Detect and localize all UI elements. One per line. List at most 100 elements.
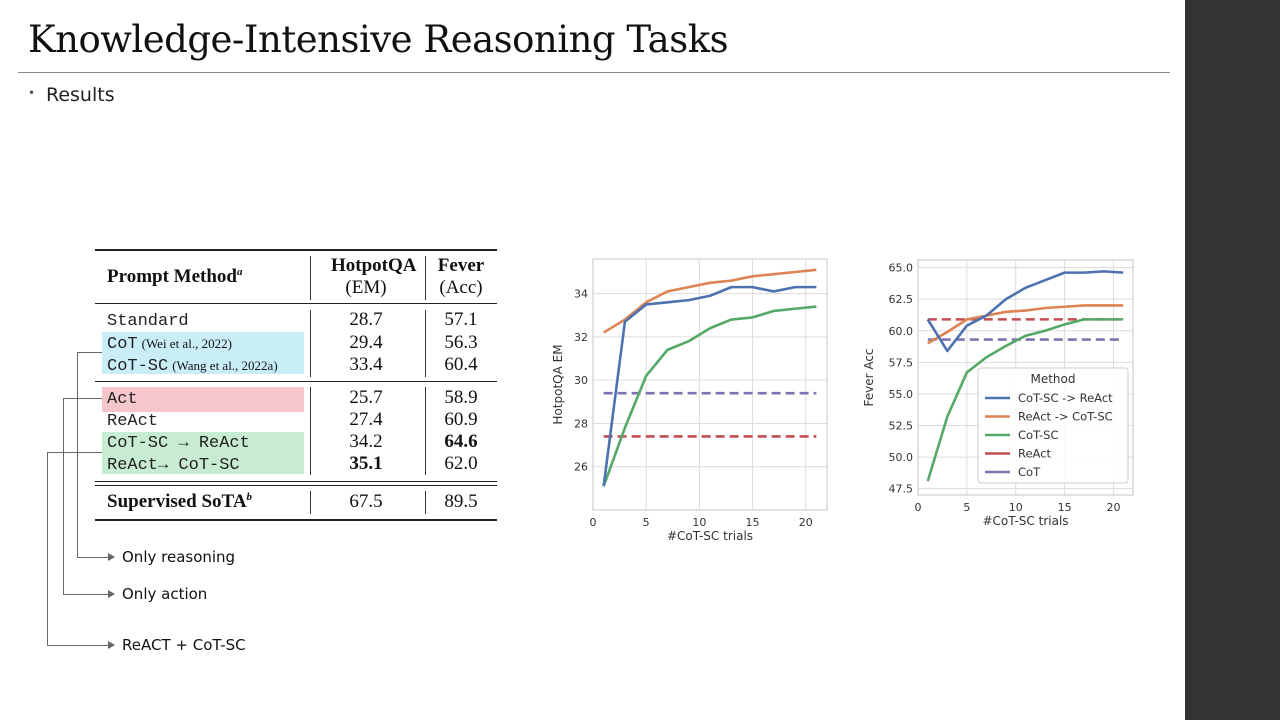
highlight-combined [102, 432, 304, 474]
method-name: Act [107, 390, 138, 409]
y-tick-label: 65.0 [889, 262, 914, 275]
plot-frame [592, 258, 828, 511]
connector-line [47, 452, 102, 453]
chart-2: 0 5 10 15 20 47.5 50.0 52.5 55.0 57.5 60.0 62.5 65.0… [862, 259, 1134, 528]
connector-line [63, 398, 102, 399]
legend-entry: ReAct [1018, 447, 1052, 461]
y-tick-label: 50.0 [889, 451, 914, 464]
x-tick-label: 15 [1058, 501, 1072, 514]
y-tick-label: 30 [574, 374, 588, 387]
chart-1: 0 5 10 15 20 26 28 30 32 34 #CoT-SC trials HotpotQA… [551, 258, 828, 543]
row-method: Act [107, 387, 138, 409]
header-hotpotqa: HotpotQA [331, 255, 417, 276]
connector-line [47, 452, 48, 645]
note-only-action: Only action [122, 585, 208, 603]
x-tick-label: 5 [643, 516, 650, 529]
row-method: CoT (Wei et al., 2022) [107, 332, 232, 354]
y-tick-label: 32 [574, 331, 588, 344]
x-tick-label: 15 [746, 516, 760, 529]
header-prompt-method: Prompt Methoda [107, 265, 243, 288]
method-citation: (Wei et al., 2022) [141, 336, 232, 351]
col-divider [425, 491, 426, 514]
method-name: CoT-SC [107, 357, 169, 376]
x-tick-label: 0 [915, 501, 922, 514]
bullet-results: Results [46, 84, 115, 106]
y-tick-label: 34 [574, 288, 588, 301]
series-line-cotsc-react [602, 285, 817, 487]
y-tick-label: 26 [574, 461, 588, 474]
method-name: Standard [107, 312, 189, 331]
x-axis-label: #CoT-SC trials [667, 529, 753, 543]
table-double-rule-1 [95, 481, 497, 482]
cell-fever: 57.1 [444, 309, 478, 330]
series-line-cotsc [602, 305, 817, 487]
method-name: CoT [107, 335, 138, 354]
header-fever: Fever [437, 255, 485, 276]
cell-fever: 60.4 [444, 354, 478, 375]
connector-line [77, 352, 78, 557]
cell-hotpotqa: 27.4 [349, 409, 383, 430]
x-tick-label: 20 [1106, 501, 1120, 514]
x-tick-label: 20 [799, 516, 813, 529]
cell-fever: 64.6 [444, 431, 478, 452]
row-method: CoT-SC (Wang et al., 2022a) [107, 354, 278, 376]
method-name: CoT-SC → ReAct [107, 434, 250, 453]
series-line-react-cot-sc [927, 304, 1124, 345]
y-tick-label: 55.0 [889, 388, 914, 401]
table-top-rule [95, 249, 497, 251]
header-fever-metric: (Acc) [439, 277, 483, 298]
legend-entry: CoT [1018, 465, 1041, 479]
cell-fever: 89.5 [444, 491, 478, 512]
highlight-reasoning [102, 332, 304, 374]
connector-line [77, 557, 109, 558]
side-panel [1185, 0, 1280, 720]
legend-entry: CoT-SC [1018, 428, 1059, 442]
y-tick-label: 57.5 [889, 356, 914, 369]
table-header-rule [95, 303, 497, 304]
arrow-right-icon [108, 641, 115, 649]
row-method: ReAct→ CoT-SC [107, 453, 240, 475]
title-divider [18, 72, 1170, 73]
series-line-cot-sc-react [926, 270, 1124, 353]
row-supervised-sota: Supervised SoTAb [107, 490, 253, 513]
y-tick-label: 52.5 [889, 420, 914, 433]
connector-line [63, 594, 109, 595]
table-double-rule-2 [95, 485, 497, 486]
cell-fever: 60.9 [444, 409, 478, 430]
legend-entry: ReAct -> CoT-SC [1018, 410, 1113, 424]
y-tick-label: 60.0 [889, 325, 914, 338]
x-tick-label: 10 [692, 516, 706, 529]
method-citation: (Wang et al., 2022a) [172, 358, 278, 373]
col-divider [310, 387, 311, 475]
col-divider [310, 256, 311, 300]
y-tick-label: 62.5 [889, 293, 914, 306]
connector-line [47, 645, 109, 646]
table-bottom-rule [95, 519, 497, 521]
row-method: CoT-SC → ReAct [107, 431, 250, 453]
legend-title: Method [1030, 372, 1075, 386]
connector-line [63, 398, 64, 594]
series-line-react-cotsc [602, 268, 817, 334]
table-group-rule [95, 381, 497, 382]
col-divider [425, 256, 426, 300]
cell-fever: 62.0 [444, 453, 478, 474]
cell-fever: 56.3 [444, 332, 478, 353]
x-tick-label: 10 [1009, 501, 1023, 514]
col-divider [425, 310, 426, 377]
slide-title: Knowledge-Intensive Reasoning Tasks [28, 18, 729, 61]
y-tick-label: 28 [574, 417, 588, 430]
row-method: Standard [107, 309, 189, 331]
x-tick-label: 0 [590, 516, 597, 529]
col-divider [425, 387, 426, 475]
cell-hotpotqa: 35.1 [349, 453, 383, 474]
highlight-action [102, 387, 304, 412]
bullet-icon: • [28, 86, 36, 100]
note-react-cot-sc: ReACT + CoT-SC [122, 636, 246, 654]
method-name: ReAct [107, 412, 159, 431]
cell-fever: 58.9 [444, 387, 478, 408]
y-axis-label: Fever Acc [862, 348, 876, 406]
cell-hotpotqa: 29.4 [349, 332, 383, 353]
legend-box [977, 367, 1129, 484]
method-name: ReAct→ CoT-SC [107, 456, 240, 475]
